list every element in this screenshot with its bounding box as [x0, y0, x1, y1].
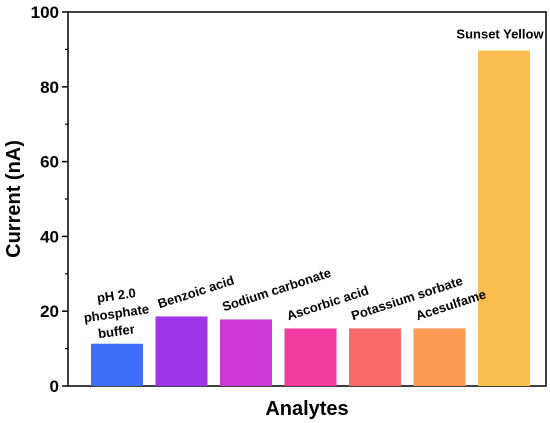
bars [91, 50, 530, 386]
bar [284, 328, 337, 386]
y-tick-label: 100 [31, 3, 59, 22]
x-axis-title: Analytes [265, 398, 348, 420]
y-tick-label: 60 [40, 153, 59, 172]
bar-label: pH 2.0 [96, 285, 137, 305]
bar-label: phosphate [83, 301, 150, 325]
bar [413, 328, 466, 386]
y-axis: 0 20 40 60 80 100 [31, 3, 68, 396]
y-tick-label: 20 [40, 302, 59, 321]
bar-label: Sunset Yellow [456, 27, 544, 42]
y-tick-label: 40 [40, 227, 59, 246]
bar [220, 319, 272, 386]
y-tick-label: 0 [50, 377, 59, 396]
bar-label: buffer [97, 321, 136, 341]
bar [91, 343, 143, 386]
y-axis-title: Current (nA) [3, 140, 25, 258]
bar [155, 316, 208, 386]
bar [349, 328, 401, 386]
y-tick-label: 80 [40, 78, 59, 97]
bar [478, 50, 530, 386]
